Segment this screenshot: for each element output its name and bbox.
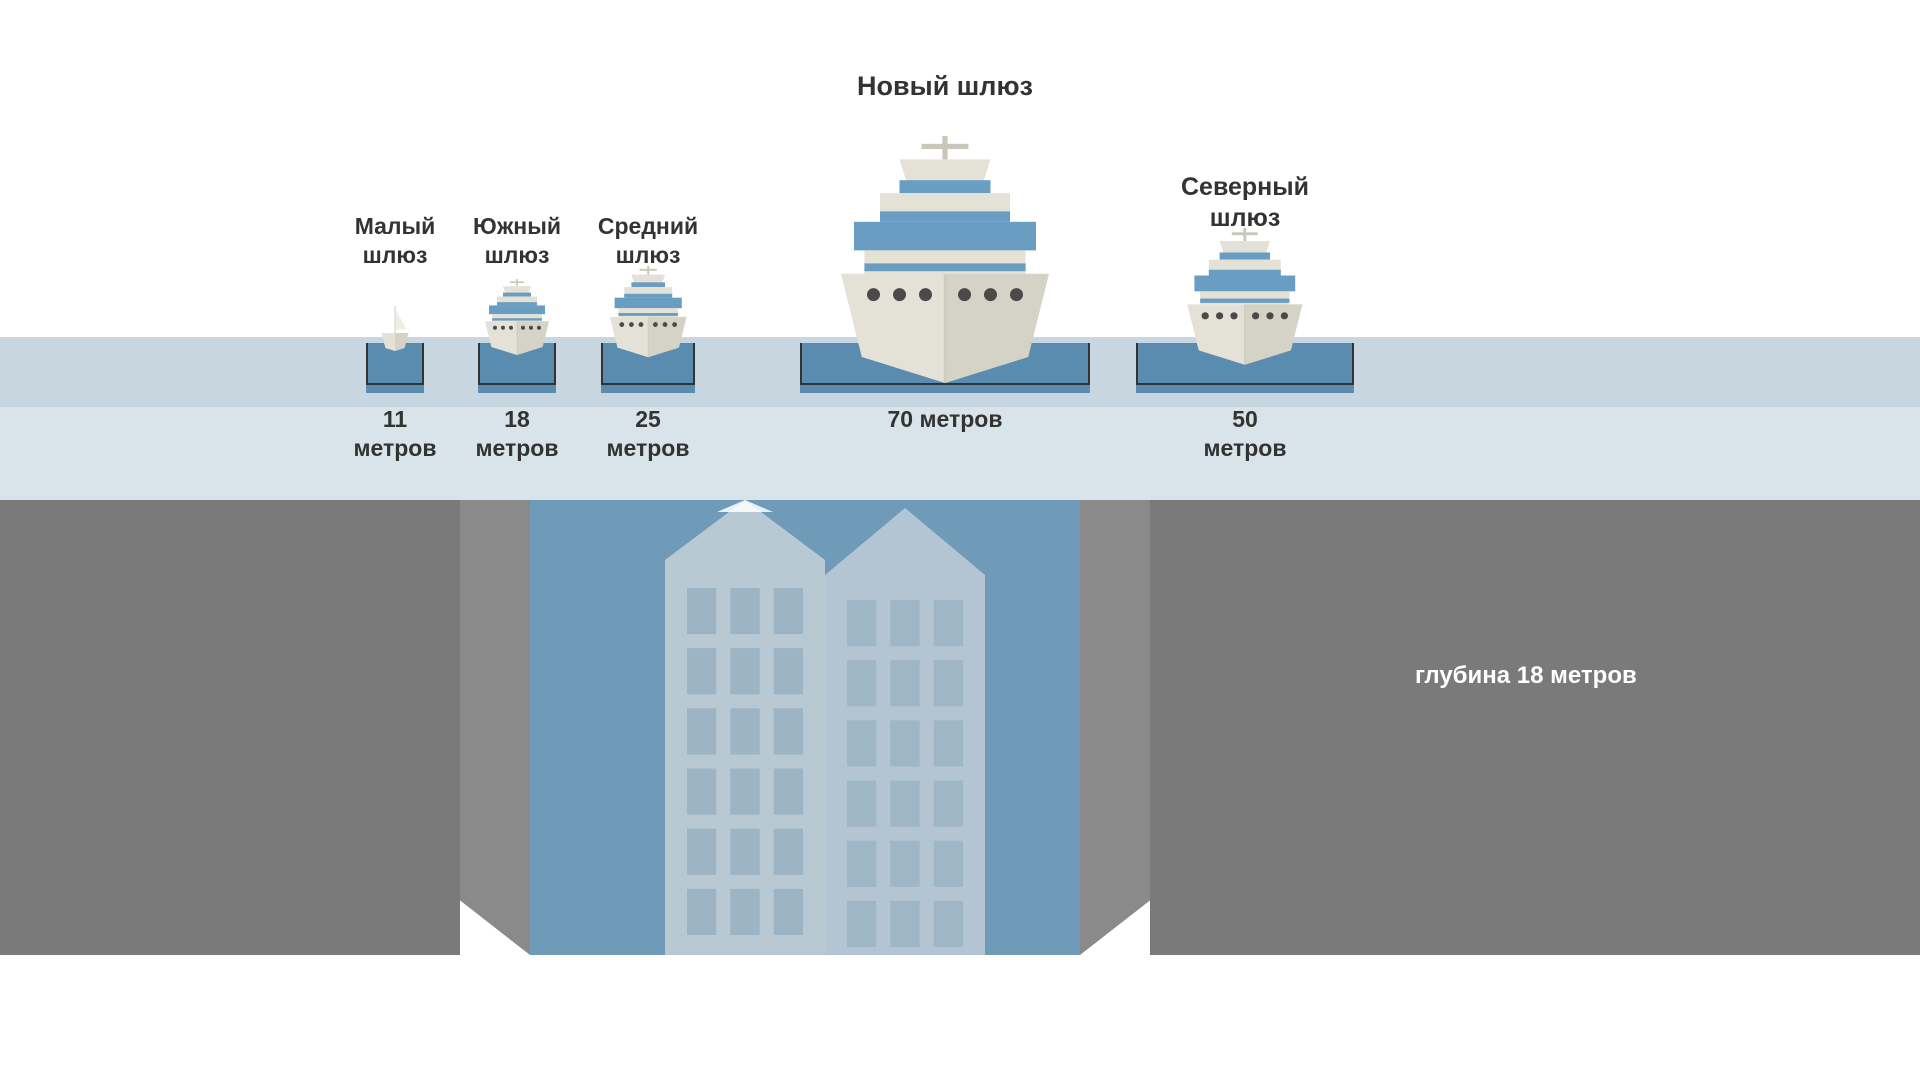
lock-width-new: 70 метров bbox=[825, 405, 1065, 434]
right-wall bbox=[1150, 500, 1920, 955]
lock-width-middle: 25 метров bbox=[528, 405, 768, 463]
infographic-stage: Малый шлюз 11 метров Южный шлюз 18 метро… bbox=[0, 0, 1920, 1080]
lock-title-new: Новый шлюз bbox=[845, 70, 1045, 104]
left-wall bbox=[0, 500, 460, 955]
lock-title-middle: Средний шлюз bbox=[548, 212, 748, 270]
comparison-building bbox=[665, 500, 985, 955]
right-wall-face bbox=[1080, 500, 1150, 955]
depth-label: глубина 18 метров bbox=[1415, 662, 1637, 690]
ship-icon bbox=[605, 266, 691, 357]
lock-width-north: 50 метров bbox=[1125, 405, 1365, 463]
ship-icon bbox=[481, 279, 553, 355]
ship-icon bbox=[828, 136, 1062, 383]
ship-icon bbox=[377, 306, 413, 351]
lock-title-north: Северный шлюз bbox=[1145, 172, 1345, 235]
left-wall-face bbox=[460, 500, 530, 955]
ship-middle bbox=[605, 266, 691, 362]
depth-label-text: глубина 18 метров bbox=[1415, 662, 1637, 689]
ship-south bbox=[481, 279, 553, 360]
ship-new bbox=[828, 136, 1062, 388]
ship-small bbox=[377, 306, 413, 356]
ship-north bbox=[1180, 228, 1310, 370]
ship-icon bbox=[1180, 228, 1310, 365]
